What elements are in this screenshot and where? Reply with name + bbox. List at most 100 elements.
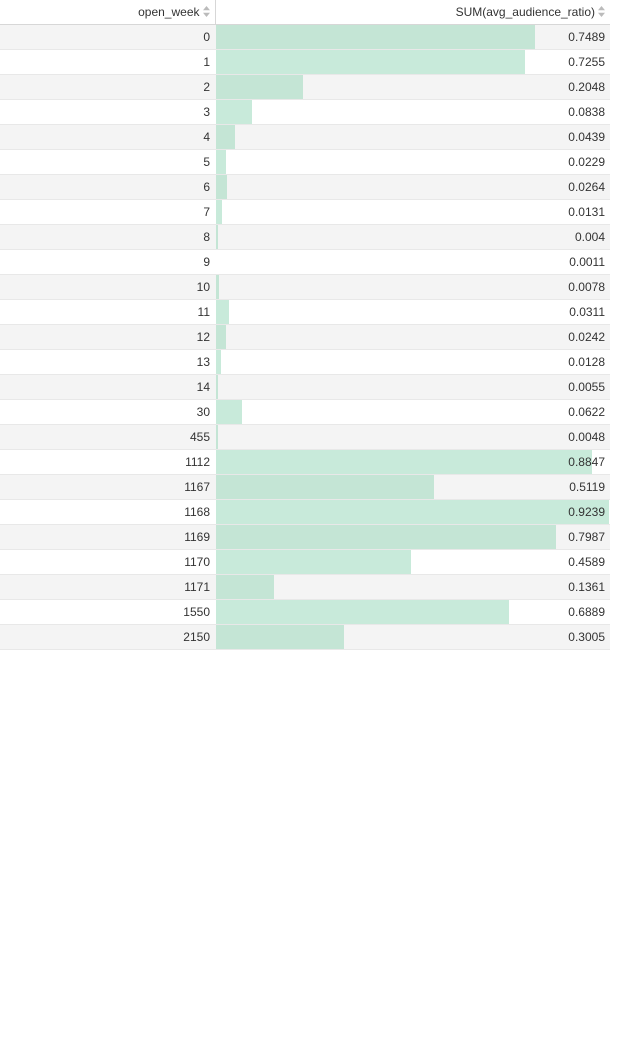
open-week-cell: 9	[0, 249, 215, 275]
audience-ratio-value: 0.7987	[568, 530, 605, 544]
open-week-cell: 6	[0, 174, 215, 200]
audience-ratio-cell: 0.3005	[215, 624, 610, 650]
pivot-table: open_week SUM(avg_audience_ratio) 0 0.748…	[0, 0, 610, 650]
audience-ratio-cell: 0.0078	[215, 274, 610, 300]
open-week-cell: 1	[0, 49, 215, 75]
table-row: 1171 0.1361	[0, 574, 610, 600]
table-row: 7 0.0131	[0, 199, 610, 225]
table-row: 1168 0.9239	[0, 499, 610, 525]
value-bar	[216, 475, 434, 499]
audience-ratio-value: 0.0439	[568, 130, 605, 144]
value-bar	[216, 550, 411, 574]
audience-ratio-cell: 0.0229	[215, 149, 610, 175]
table-row: 1550 0.6889	[0, 599, 610, 625]
value-bar	[216, 325, 226, 349]
audience-ratio-value: 0.0229	[568, 155, 605, 169]
table-row: 3 0.0838	[0, 99, 610, 125]
audience-ratio-cell: 0.7255	[215, 49, 610, 75]
audience-ratio-value: 0.0131	[568, 205, 605, 219]
value-bar	[216, 50, 525, 74]
audience-ratio-cell: 0.8847	[215, 449, 610, 475]
table-row: 455 0.0048	[0, 424, 610, 450]
table-row: 1169 0.7987	[0, 524, 610, 550]
audience-ratio-value: 0.3005	[568, 630, 605, 644]
open-week-cell: 1171	[0, 574, 215, 600]
open-week-cell: 14	[0, 374, 215, 400]
audience-ratio-cell: 0.0242	[215, 324, 610, 350]
table-row: 1170 0.4589	[0, 549, 610, 575]
value-bar	[216, 350, 221, 374]
audience-ratio-cell: 0.9239	[215, 499, 610, 525]
audience-ratio-cell: 0.0011	[215, 249, 610, 275]
value-bar	[216, 400, 242, 424]
audience-ratio-cell: 0.2048	[215, 74, 610, 100]
open-week-cell: 7	[0, 199, 215, 225]
audience-ratio-cell: 0.7987	[215, 524, 610, 550]
value-bar	[216, 275, 219, 299]
open-week-cell: 2150	[0, 624, 215, 650]
table-row: 11 0.0311	[0, 299, 610, 325]
audience-ratio-cell: 0.0622	[215, 399, 610, 425]
audience-ratio-value: 0.8847	[568, 455, 605, 469]
audience-ratio-value: 0.0311	[569, 305, 605, 319]
value-bar	[216, 100, 252, 124]
audience-ratio-value: 0.2048	[568, 80, 605, 94]
audience-ratio-value: 0.6889	[568, 605, 605, 619]
open-week-cell: 455	[0, 424, 215, 450]
table-row: 13 0.0128	[0, 349, 610, 375]
value-bar	[216, 375, 218, 399]
value-bar	[216, 125, 235, 149]
audience-ratio-value: 0.4589	[568, 555, 605, 569]
column-header-label: open_week	[138, 5, 200, 19]
sort-both-icon[interactable]	[598, 6, 605, 17]
audience-ratio-cell: 0.1361	[215, 574, 610, 600]
open-week-cell: 11	[0, 299, 215, 325]
table-row: 10 0.0078	[0, 274, 610, 300]
table-row: 6 0.0264	[0, 174, 610, 200]
value-bar	[216, 200, 222, 224]
table-row: 12 0.0242	[0, 324, 610, 350]
audience-ratio-cell: 0.0128	[215, 349, 610, 375]
open-week-cell: 1170	[0, 549, 215, 575]
column-header-sum-avg-audience-ratio[interactable]: SUM(avg_audience_ratio)	[215, 0, 610, 25]
value-bar	[216, 175, 227, 199]
open-week-cell: 10	[0, 274, 215, 300]
table-row: 5 0.0229	[0, 149, 610, 175]
value-bar	[216, 450, 592, 474]
open-week-cell: 4	[0, 124, 215, 150]
audience-ratio-cell: 0.0264	[215, 174, 610, 200]
header-row: open_week SUM(avg_audience_ratio)	[0, 0, 610, 25]
audience-ratio-value: 0.9239	[568, 505, 605, 519]
audience-ratio-value: 0.0078	[568, 280, 605, 294]
open-week-cell: 12	[0, 324, 215, 350]
audience-ratio-value: 0.0242	[568, 330, 605, 344]
open-week-cell: 1167	[0, 474, 215, 500]
value-bar	[216, 425, 218, 449]
open-week-cell: 1168	[0, 499, 215, 525]
open-week-cell: 8	[0, 224, 215, 250]
open-week-cell: 13	[0, 349, 215, 375]
column-header-open-week[interactable]: open_week	[0, 0, 216, 25]
value-bar	[216, 525, 556, 549]
table-row: 8 0.004	[0, 224, 610, 250]
table-row: 4 0.0439	[0, 124, 610, 150]
audience-ratio-cell: 0.004	[215, 224, 610, 250]
value-bar	[216, 575, 274, 599]
table-row: 0 0.7489	[0, 24, 610, 50]
audience-ratio-value: 0.0622	[568, 405, 605, 419]
audience-ratio-cell: 0.0838	[215, 99, 610, 125]
audience-ratio-value: 0.0264	[568, 180, 605, 194]
audience-ratio-cell: 0.6889	[215, 599, 610, 625]
table-header: open_week SUM(avg_audience_ratio)	[0, 0, 610, 25]
value-bar	[216, 150, 226, 174]
audience-ratio-cell: 0.0131	[215, 199, 610, 225]
audience-ratio-value: 0.0055	[568, 380, 605, 394]
table-row: 1112 0.8847	[0, 449, 610, 475]
value-bar	[216, 75, 303, 99]
audience-ratio-cell: 0.0048	[215, 424, 610, 450]
audience-ratio-value: 0.0838	[568, 105, 605, 119]
open-week-cell: 5	[0, 149, 215, 175]
sort-both-icon[interactable]	[202, 6, 210, 17]
open-week-cell: 3	[0, 99, 215, 125]
audience-ratio-cell: 0.4589	[215, 549, 610, 575]
